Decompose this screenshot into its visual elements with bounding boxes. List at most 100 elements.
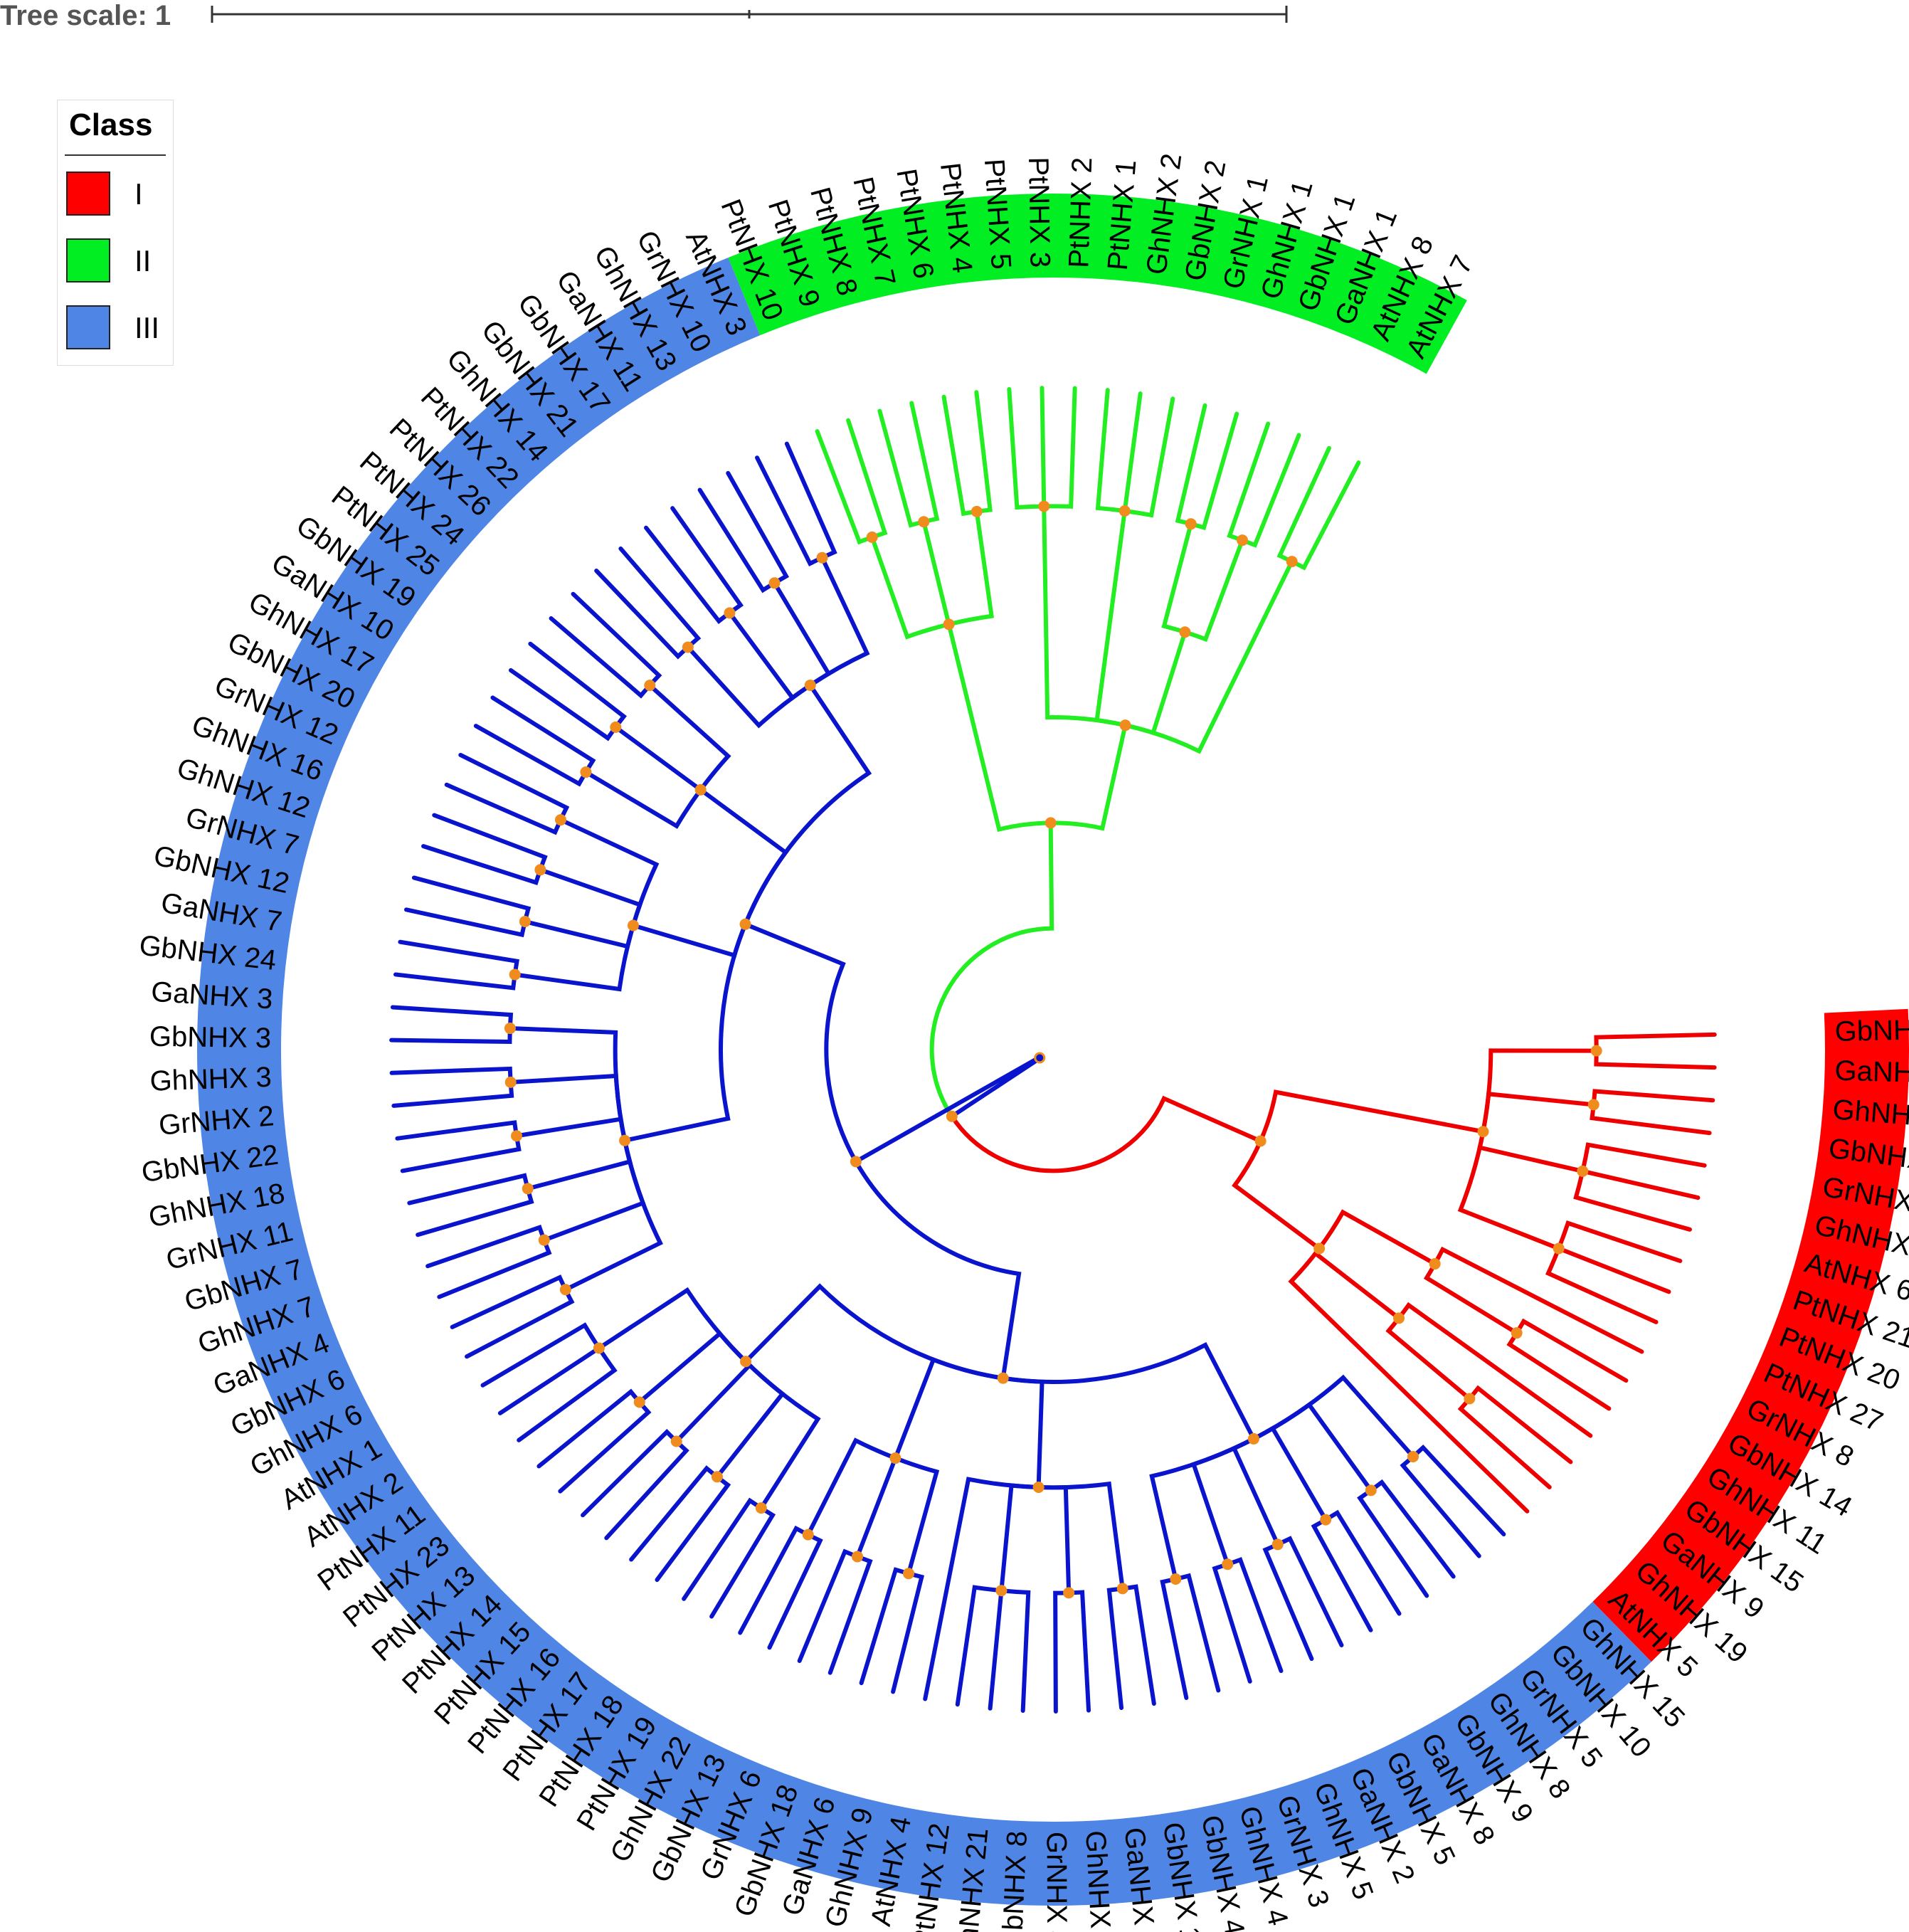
tree-branch: [395, 1120, 519, 1141]
bootstrap-node: [1032, 1481, 1045, 1493]
tree-branch: [1251, 1401, 1373, 1493]
bootstrap-node: [1587, 1099, 1599, 1111]
bootstrap-node: [850, 1156, 862, 1168]
tree-branch: [755, 455, 825, 567]
tree-branch: [1123, 630, 1188, 736]
bootstrap-node: [559, 1284, 571, 1296]
tree-branch: [1591, 1089, 1715, 1107]
tree-branch: [1042, 504, 1128, 728]
legend-swatch-class-iii: [66, 305, 110, 349]
tree-branch: [1225, 1557, 1284, 1674]
bootstrap-node: [1170, 1573, 1182, 1585]
tree-branch: [1311, 1517, 1373, 1632]
tree-branch: [853, 1054, 1042, 1164]
tree-branch: [398, 939, 519, 977]
bootstrap-node: [1237, 534, 1249, 547]
leaf-label: PtNHX 5: [978, 158, 1017, 270]
bootstrap-node: [1063, 1587, 1075, 1599]
tree-branch: [647, 683, 731, 792]
tree-branch: [1042, 386, 1077, 509]
tree-branch: [815, 429, 874, 545]
bootstrap-node: [804, 679, 816, 691]
tree-branch: [596, 1287, 749, 1364]
tree-branch: [400, 1134, 522, 1173]
tree-branch: [1000, 1376, 1045, 1489]
bootstrap-node: [1365, 1484, 1377, 1496]
bootstrap-node: [1590, 1045, 1602, 1057]
tree-branch: [1514, 1318, 1629, 1383]
tree-branch: [674, 1359, 753, 1444]
bootstrap-node: [1247, 1432, 1259, 1445]
bootstrap-node: [918, 516, 930, 528]
tree-branch: [1122, 391, 1143, 514]
leaf-label: GbNHX 3: [149, 1021, 272, 1054]
tree-branch: [465, 1287, 575, 1359]
tree-branch: [744, 1283, 1005, 1381]
bootstrap-node: [711, 1471, 723, 1483]
bootstrap-node: [802, 1529, 814, 1541]
tree-branch: [670, 506, 744, 616]
class-ring-segment-iii: [197, 257, 1651, 1906]
legend-title: Class: [69, 107, 153, 142]
bootstrap-node: [1116, 1583, 1128, 1595]
tree-branch: [1106, 1586, 1125, 1711]
tree-branch: [1053, 1590, 1072, 1714]
tree-branch: [655, 1474, 731, 1583]
tree-branch: [1481, 1048, 1599, 1134]
bootstrap-node: [997, 1372, 1009, 1384]
tree-branch: [1251, 1425, 1328, 1522]
tree-branch: [389, 1066, 513, 1084]
bootstrap-node: [627, 919, 639, 931]
tree-branch: [480, 1322, 601, 1388]
tree-branch: [1123, 559, 1294, 754]
leaf-label: GhNHX 10: [1079, 1830, 1118, 1932]
tree-branch: [709, 1506, 776, 1619]
tree-branch: [1094, 509, 1128, 728]
bootstrap-node: [903, 1568, 915, 1580]
tree-branch: [1275, 1536, 1344, 1647]
legend-label-class-i: I: [134, 177, 143, 211]
tree-branch: [855, 1456, 898, 1559]
tree-branch: [869, 534, 951, 640]
tree-branch: [508, 1073, 628, 1143]
tree-branch: [613, 724, 703, 792]
tree-branch: [525, 1138, 633, 1191]
tree-branch: [1161, 522, 1193, 635]
tree-branch: [909, 401, 940, 524]
class-ring: [197, 193, 1909, 1906]
bootstrap-node: [1407, 1450, 1419, 1462]
tree-branch: [743, 922, 858, 1164]
tree-branch: [536, 1388, 642, 1469]
bootstrap-node: [509, 968, 521, 981]
bootstrap-node: [816, 551, 828, 564]
bootstrap-node: [644, 680, 656, 692]
tree-branch: [726, 470, 790, 586]
tree-branch: [946, 622, 1053, 833]
tree-root: [1036, 1054, 1044, 1062]
class-ring-segment-i: [1592, 1008, 1909, 1662]
bootstrap-node: [694, 783, 707, 796]
legend-label-class-iii: III: [134, 311, 160, 344]
tree-branch: [538, 867, 643, 928]
legend-item-class-i: I: [66, 171, 166, 217]
tree-branch: [999, 1483, 1041, 1593]
tree-branch: [1423, 1262, 1519, 1336]
tree-branch: [846, 418, 888, 539]
tree-branch: [1036, 1481, 1125, 1591]
tree-branch: [929, 820, 1054, 1119]
tree-scale-label: Tree scale: 1: [0, 0, 171, 31]
tree-branch: [949, 1095, 1263, 1173]
tree-branch: [514, 1117, 628, 1143]
tree-branch: [893, 1456, 940, 1576]
tree-branch: [1357, 1488, 1429, 1598]
tree-branches: [389, 386, 1717, 1714]
tree-branch: [508, 667, 618, 741]
tree-branch: [1231, 1436, 1280, 1547]
tree-branch: [393, 972, 517, 991]
tree-branch: [1323, 1509, 1402, 1616]
bootstrap-node: [739, 918, 751, 930]
tree-branch: [921, 519, 951, 627]
bootstrap-node: [619, 1134, 631, 1146]
tree-branch: [744, 1359, 821, 1511]
